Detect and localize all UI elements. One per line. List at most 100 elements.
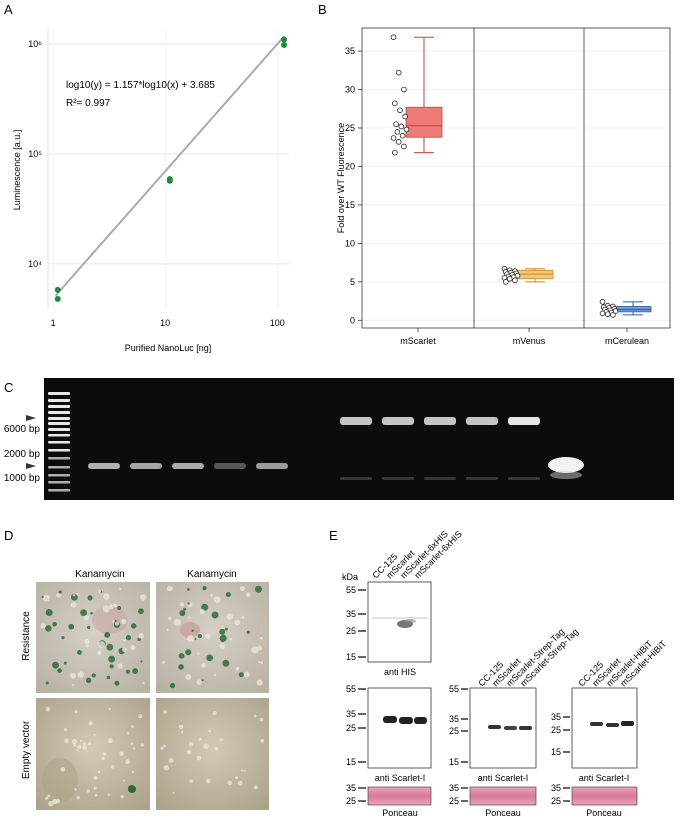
white-colony (110, 765, 115, 769)
data-point (166, 177, 173, 184)
blot1-ponceau-label: Ponceau (382, 808, 418, 818)
white-colony (179, 601, 185, 607)
box-point (395, 139, 402, 145)
white-colony (260, 738, 265, 743)
white-colony (226, 613, 233, 620)
green-colony (108, 655, 116, 663)
green-colony (125, 669, 131, 674)
pcr-band-large (340, 417, 372, 425)
data-point (54, 286, 61, 293)
pcr-band (172, 463, 204, 469)
pcr-band-large (508, 417, 540, 425)
white-colony (196, 755, 202, 761)
white-colony (214, 746, 219, 751)
panel-b-ytick-label: 25 (345, 123, 355, 133)
white-colony (253, 714, 257, 718)
box-point (402, 113, 409, 120)
panel-a-fit-line (54, 35, 285, 297)
blot3-scarlet-band (606, 723, 619, 727)
green-colony (70, 593, 78, 601)
marker: 25 (449, 726, 459, 736)
white-colony (229, 637, 233, 641)
pcr-band (256, 463, 288, 469)
green-colony (211, 611, 219, 619)
blot1-anti-scarlet-label: anti Scarlet-I (375, 773, 426, 783)
white-colony (168, 616, 172, 620)
white-colony (220, 625, 224, 629)
marker: 35 (449, 714, 459, 724)
box-point (502, 279, 509, 285)
white-colony (160, 746, 164, 750)
ladder-band (48, 441, 70, 444)
marker: 25 (346, 626, 356, 636)
green-colony (58, 590, 62, 594)
white-colony (123, 779, 126, 782)
box-point (393, 121, 399, 127)
white-colony (76, 749, 79, 752)
white-colony (241, 769, 244, 772)
white-colony (138, 714, 143, 719)
green-colony (109, 664, 114, 669)
panel-b-ytick-label: 35 (345, 46, 355, 56)
ladder-band (48, 417, 70, 420)
green-colony (194, 638, 197, 641)
blot2-ponceau-membrane (469, 786, 537, 806)
white-colony (142, 682, 145, 685)
green-colony (185, 649, 192, 656)
white-colony (117, 663, 123, 669)
panel-a-ylabel: Luminescence [a.u.] (12, 130, 22, 211)
white-colony (140, 743, 144, 747)
white-colony (256, 679, 263, 686)
white-colony (125, 759, 130, 765)
pcr-band-large (424, 417, 456, 425)
marker: 55 (449, 684, 459, 694)
panel-b-ytick-label: 5 (350, 277, 355, 287)
green-colony (254, 585, 262, 593)
white-colony (197, 652, 200, 655)
white-colony (130, 645, 136, 651)
white-colony (205, 633, 211, 639)
white-colony (63, 727, 67, 732)
green-colony (45, 681, 49, 685)
white-colony (186, 749, 192, 755)
pcr-band-faint (382, 477, 414, 480)
pcr-band-large (466, 417, 498, 425)
marker: 15 (449, 757, 459, 767)
blot3-anti-scarlet-markers: 35 25 15 (551, 712, 570, 757)
panel-a-xticks: 1 10 100 (51, 318, 285, 328)
ladder-band (48, 466, 70, 469)
box-point (399, 132, 406, 139)
white-colony (77, 671, 84, 678)
white-colony (60, 767, 66, 772)
white-colony (74, 710, 78, 714)
green-colony (202, 586, 207, 591)
white-colony (86, 789, 90, 793)
marker: 35 (346, 783, 356, 793)
blot1-scarlet-band (414, 717, 427, 724)
box-point (403, 126, 410, 133)
white-colony (163, 765, 170, 771)
white-colony (74, 788, 77, 791)
fit-line (54, 35, 285, 297)
panel-b-xtick-label: mVenus (513, 336, 546, 346)
panel-a-xtick-label: 100 (270, 318, 285, 328)
white-colony (163, 744, 166, 748)
blot1-scarlet-band (399, 717, 413, 724)
green-colony (68, 623, 75, 630)
white-colony (93, 733, 96, 736)
ladder-band (48, 422, 70, 425)
white-colony (130, 742, 134, 745)
pcr-band-plasmid (548, 457, 584, 473)
white-colony (83, 615, 89, 621)
white-colony (45, 796, 49, 800)
box-point (599, 310, 606, 317)
white-colony (127, 732, 130, 735)
green-colony (178, 664, 184, 670)
panel-b-ytick-label: 15 (345, 200, 355, 210)
white-colony (245, 592, 251, 597)
green-colony (221, 640, 224, 643)
green-colony (61, 636, 65, 640)
panel-b-ytick-label: 30 (345, 85, 355, 95)
marker: 35 (551, 783, 561, 793)
box-point (391, 100, 398, 107)
